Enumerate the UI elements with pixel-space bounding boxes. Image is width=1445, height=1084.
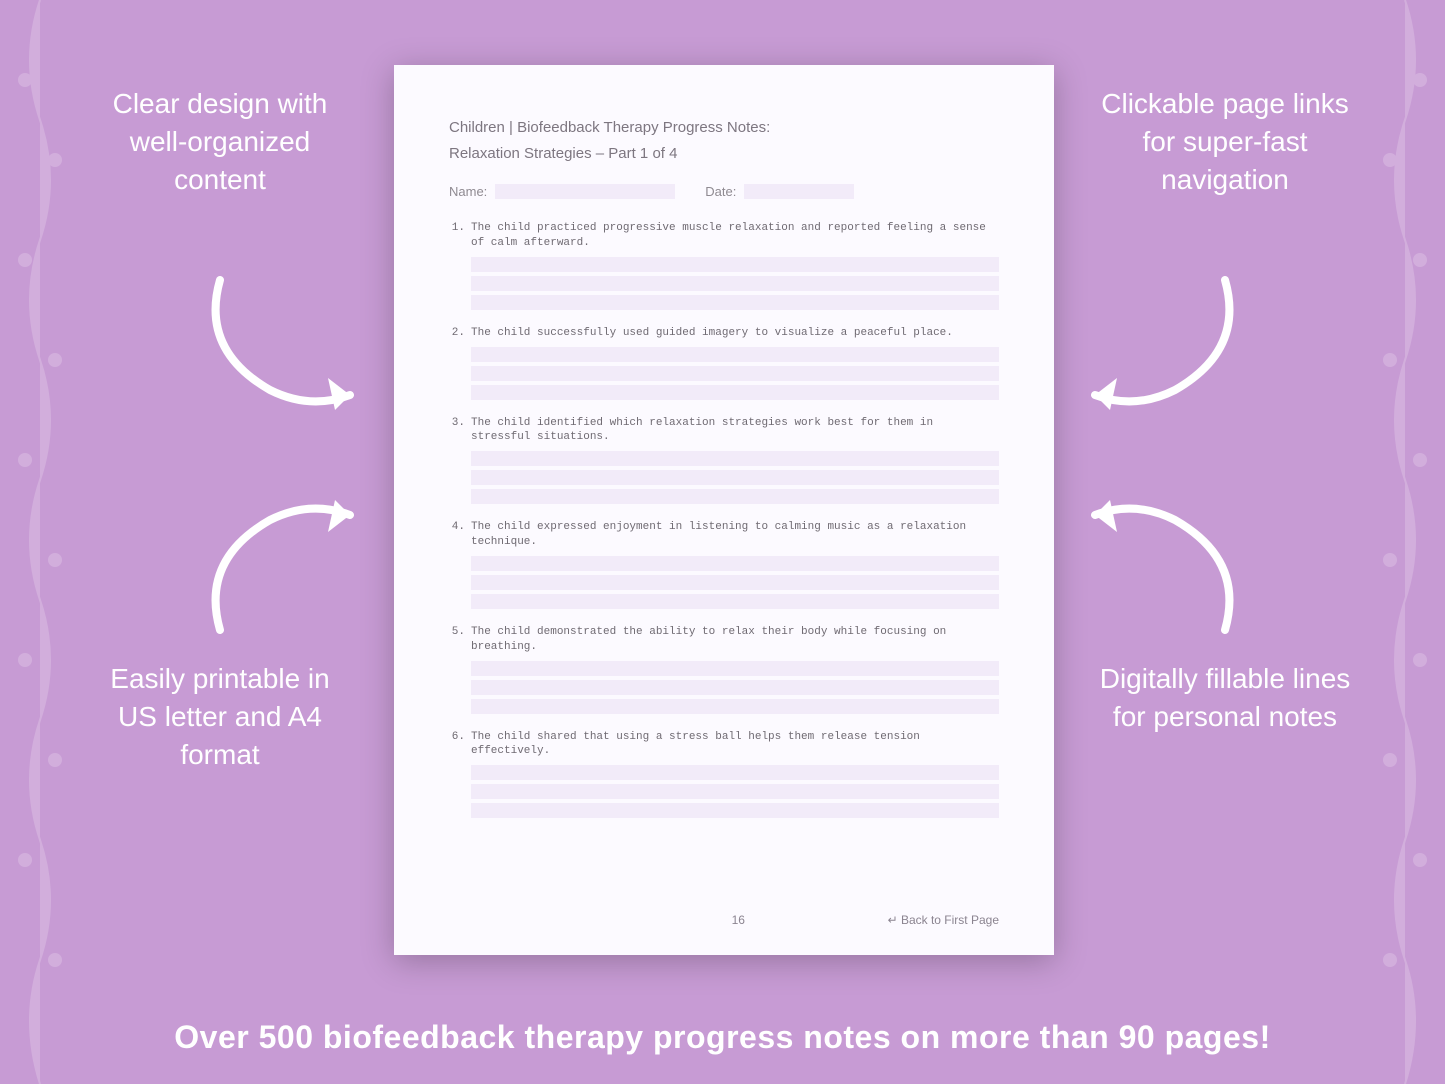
note-item: 3.The child identified which relaxation …	[449, 416, 999, 505]
fill-line[interactable]	[471, 699, 999, 714]
item-number: 2.	[449, 326, 465, 341]
note-item: 4.The child expressed enjoyment in liste…	[449, 520, 999, 609]
item-text: The child expressed enjoyment in listeni…	[471, 520, 999, 550]
fill-line[interactable]	[471, 295, 999, 310]
fill-lines	[449, 661, 999, 714]
fill-lines	[449, 347, 999, 400]
fill-lines	[449, 451, 999, 504]
item-number: 1.	[449, 221, 465, 251]
fill-lines	[449, 257, 999, 310]
arrow-bottom-left	[190, 490, 370, 650]
fill-lines	[449, 556, 999, 609]
date-label: Date:	[705, 184, 736, 199]
page-title: Children | Biofeedback Therapy Progress …	[449, 115, 999, 166]
fill-line[interactable]	[471, 784, 999, 799]
item-text: The child practiced progressive muscle r…	[471, 221, 999, 251]
fill-line[interactable]	[471, 680, 999, 695]
field-row: Name: Date:	[449, 184, 999, 199]
fill-line[interactable]	[471, 451, 999, 466]
back-to-first-link[interactable]: ↵ Back to First Page	[888, 913, 999, 927]
item-number: 4.	[449, 520, 465, 550]
date-input[interactable]	[744, 184, 854, 199]
arrow-top-left	[190, 260, 370, 420]
name-field: Name:	[449, 184, 675, 199]
fill-line[interactable]	[471, 366, 999, 381]
floral-border-left	[0, 0, 80, 1084]
page-footer: 16 ↵ Back to First Page	[449, 913, 999, 927]
floral-border-right	[1365, 0, 1445, 1084]
page-number: 16	[589, 913, 888, 927]
arrow-top-right	[1075, 260, 1255, 420]
callout-top-right: Clickable page links for super-fast navi…	[1095, 85, 1355, 198]
item-text: The child demonstrated the ability to re…	[471, 625, 999, 655]
date-field: Date:	[705, 184, 854, 199]
arrow-bottom-right	[1075, 490, 1255, 650]
item-text: The child successfully used guided image…	[471, 326, 999, 341]
fill-line[interactable]	[471, 765, 999, 780]
callout-bottom-right: Digitally fillable lines for personal no…	[1095, 660, 1355, 736]
fill-line[interactable]	[471, 803, 999, 818]
fill-lines	[449, 765, 999, 818]
fill-line[interactable]	[471, 257, 999, 272]
note-item: 2. The child successfully used guided ima…	[449, 326, 999, 400]
title-line-2: Relaxation Strategies – Part 1 of 4	[449, 141, 999, 167]
callout-bottom-left: Easily printable in US letter and A4 for…	[90, 660, 350, 773]
name-input[interactable]	[495, 184, 675, 199]
fill-line[interactable]	[471, 661, 999, 676]
item-text: The child identified which relaxation st…	[471, 416, 999, 446]
item-text: The child shared that using a stress bal…	[471, 730, 999, 760]
fill-line[interactable]	[471, 470, 999, 485]
fill-line[interactable]	[471, 594, 999, 609]
items-list: 1.The child practiced progressive muscle…	[449, 221, 999, 818]
item-number: 3.	[449, 416, 465, 446]
note-item: 5.The child demonstrated the ability to …	[449, 625, 999, 714]
item-number: 5.	[449, 625, 465, 655]
title-line-1: Children | Biofeedback Therapy Progress …	[449, 115, 999, 141]
name-label: Name:	[449, 184, 487, 199]
fill-line[interactable]	[471, 489, 999, 504]
fill-line[interactable]	[471, 556, 999, 571]
document-page: Children | Biofeedback Therapy Progress …	[394, 65, 1054, 955]
note-item: 1.The child practiced progressive muscle…	[449, 221, 999, 310]
fill-line[interactable]	[471, 276, 999, 291]
fill-line[interactable]	[471, 575, 999, 590]
fill-line[interactable]	[471, 347, 999, 362]
note-item: 6.The child shared that using a stress b…	[449, 730, 999, 819]
item-number: 6.	[449, 730, 465, 760]
bottom-banner: Over 500 biofeedback therapy progress no…	[0, 1019, 1445, 1056]
callout-top-left: Clear design with well-organized content	[90, 85, 350, 198]
fill-line[interactable]	[471, 385, 999, 400]
